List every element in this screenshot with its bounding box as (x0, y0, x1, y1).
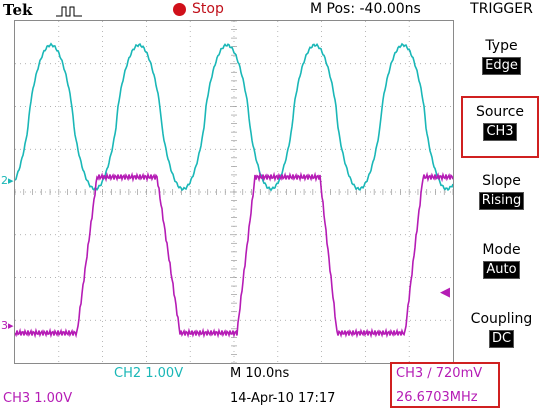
trigger-level-marker-icon: ◀ (440, 285, 450, 300)
ch2-waveform (15, 42, 453, 192)
ch3-scale-readout: CH3 1.00V (3, 391, 73, 406)
menu-item-value: Edge (482, 57, 521, 75)
brand-logo: Tek (3, 1, 33, 19)
graticule-grid (15, 21, 453, 363)
menu-item-value: Auto (483, 261, 520, 279)
horizontal-position: M Pos: -40.00ns (310, 1, 421, 17)
ch2-marker-label: 2 (1, 174, 8, 187)
right-arrow-icon: ▸ (8, 174, 14, 187)
menu-item-label: Slope (482, 173, 521, 189)
ch2-scale-readout: CH2 1.00V (114, 366, 184, 381)
ch3-ground-marker: 3▸ (1, 320, 14, 331)
trigger-waveform-icon (56, 3, 82, 22)
frequency-readout: 26.6703MHz (396, 390, 478, 405)
menu-item-label: Source (475, 104, 525, 120)
ch2-ground-marker: 2▸ (1, 175, 14, 186)
waveform-display (14, 20, 454, 364)
menu-item-value: DC (488, 330, 515, 348)
right-arrow-icon: ▸ (8, 319, 14, 332)
ch3-marker-label: 3 (1, 319, 8, 332)
menu-item-type[interactable]: Type Edge (453, 30, 550, 92)
trigger-level-readout: CH3 ∕ 720mV (396, 366, 483, 381)
menu-item-slope[interactable]: Slope Rising (453, 165, 550, 227)
stop-indicator-icon (173, 3, 186, 16)
menu-item-value: CH3 (483, 123, 517, 141)
menu-item-mode[interactable]: Mode Auto (453, 234, 550, 296)
menu-item-source[interactable]: Source CH3 (461, 96, 539, 158)
menu-item-label: Mode (482, 242, 521, 258)
datetime-readout: 14-Apr-10 17:17 (230, 391, 336, 406)
menu-item-label: Coupling (470, 311, 533, 327)
acquisition-state: Stop (192, 1, 224, 17)
menu-title: TRIGGER (470, 1, 533, 17)
ch3-waveform (15, 171, 453, 339)
timebase-readout: M 10.0ns (230, 366, 290, 381)
menu-item-coupling[interactable]: Coupling DC (453, 303, 550, 365)
trigger-readout-box: CH3 ∕ 720mV 26.6703MHz (390, 362, 500, 408)
top-status-bar: Tek Stop M Pos: -40.00ns (0, 0, 452, 20)
menu-item-value: Rising (478, 192, 525, 210)
trigger-menu: TRIGGER Type Edge Source CH3 Slope Risin… (453, 0, 550, 362)
menu-item-label: Type (485, 38, 518, 54)
